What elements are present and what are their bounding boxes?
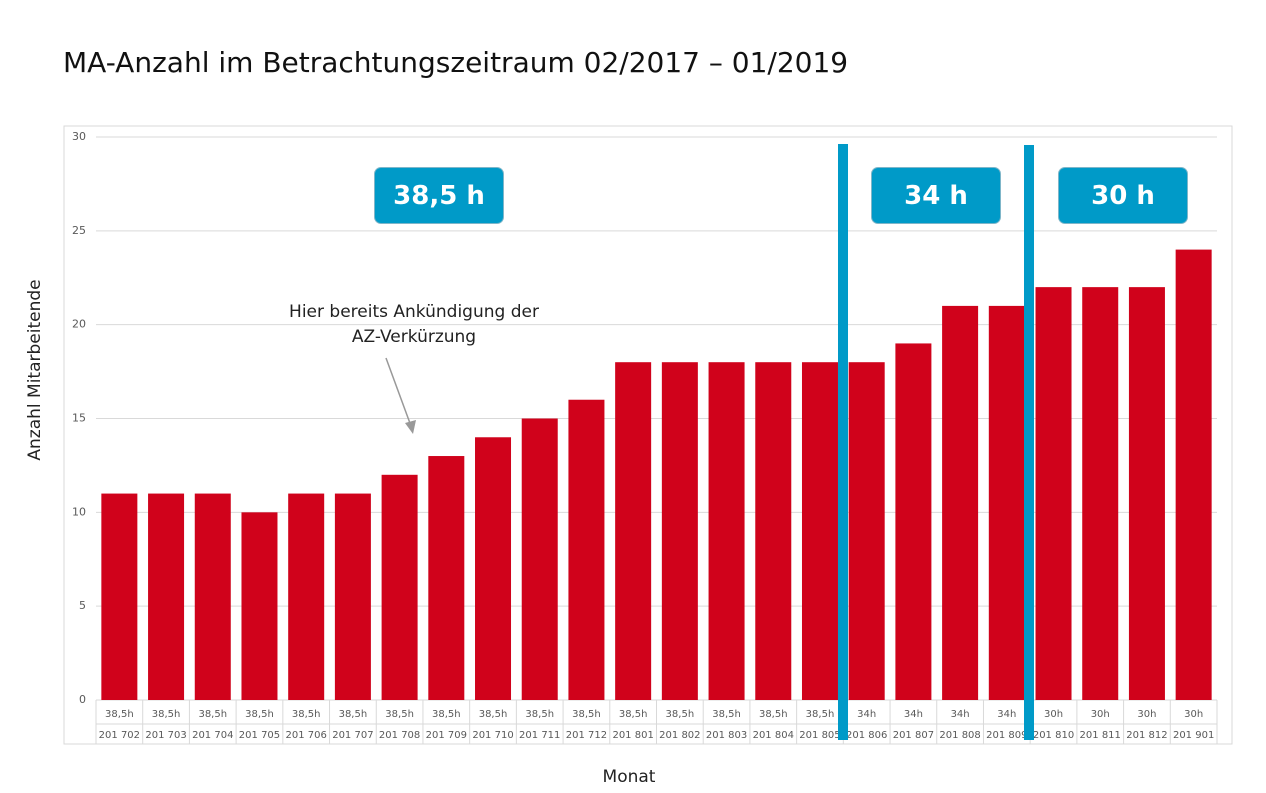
chart-title: MA-Anzahl im Betrachtungszeitraum 02/201… <box>63 46 849 79</box>
hours-label: 38,5h <box>152 709 181 720</box>
hours-label: 38,5h <box>572 709 601 720</box>
y-tick-label: 10 <box>72 505 86 518</box>
bar <box>1175 249 1212 700</box>
bar <box>241 512 278 700</box>
category-label: 201 805 <box>799 730 840 741</box>
period-divider-34h <box>838 144 848 740</box>
bar <box>801 362 838 700</box>
bar <box>1082 287 1119 700</box>
hours-label: 38,5h <box>292 709 321 720</box>
category-label: 201 711 <box>519 730 560 741</box>
bar <box>148 493 185 700</box>
x-axis-label: Monat <box>602 767 656 787</box>
hours-label: 34h <box>904 709 923 720</box>
category-label: 201 801 <box>612 730 653 741</box>
category-label: 201 812 <box>1126 730 1167 741</box>
bar <box>428 456 465 700</box>
hours-label: 34h <box>857 709 876 720</box>
bar <box>942 305 979 700</box>
category-label: 201 703 <box>145 730 186 741</box>
category-label: 201 901 <box>1173 730 1214 741</box>
y-tick-label: 5 <box>79 599 86 612</box>
bar <box>568 399 605 700</box>
y-tick-label: 25 <box>72 224 86 237</box>
hours-label: 38,5h <box>479 709 508 720</box>
hours-label: 38,5h <box>806 709 835 720</box>
period-divider-30h <box>1024 145 1034 740</box>
bar <box>381 474 418 700</box>
bar <box>334 493 371 700</box>
annotation-note: Hier bereits Ankündigung der AZ-Verkürzu… <box>289 300 539 350</box>
hours-labels: 38,5h 38,5h 38,5h 38,5h 38,5h 38,5h 38,5h 38,5h… <box>105 709 1203 720</box>
category-label: 201 707 <box>332 730 373 741</box>
hours-label: 38,5h <box>105 709 134 720</box>
hours-label: 30h <box>1137 709 1156 720</box>
bars <box>101 249 1212 700</box>
category-label: 201 803 <box>706 730 747 741</box>
bar <box>1035 287 1072 700</box>
category-label: 201 712 <box>566 730 607 741</box>
bar <box>615 362 652 700</box>
category-label: 201 709 <box>426 730 467 741</box>
hours-label: 38,5h <box>385 709 414 720</box>
hours-label: 34h <box>997 709 1016 720</box>
hours-label: 38,5h <box>759 709 788 720</box>
bar <box>521 418 558 700</box>
annotation-arrow <box>385 357 416 434</box>
y-axis-ticks: 0 5 10 15 20 25 30 <box>72 130 86 706</box>
bar <box>194 493 231 700</box>
category-label: 201 708 <box>379 730 420 741</box>
hours-label: 38,5h <box>432 709 461 720</box>
bar <box>895 343 932 700</box>
y-tick-label: 15 <box>72 412 86 425</box>
category-label: 201 809 <box>986 730 1027 741</box>
annotation-note-line-2: AZ-Verkürzung <box>351 327 477 347</box>
category-label: 201 702 <box>99 730 140 741</box>
period-box-34h: 34 h <box>871 167 1001 224</box>
bar <box>475 437 512 700</box>
hours-label: 38,5h <box>198 709 227 720</box>
hours-label: 38,5h <box>712 709 741 720</box>
hours-label: 34h <box>951 709 970 720</box>
category-label: 201 710 <box>472 730 513 741</box>
category-label: 201 705 <box>239 730 280 741</box>
hours-label: 38,5h <box>525 709 554 720</box>
bar <box>101 493 138 700</box>
bar <box>1128 287 1165 700</box>
category-label: 201 804 <box>753 730 794 741</box>
hours-label: 38,5h <box>619 709 648 720</box>
category-label: 201 810 <box>1033 730 1074 741</box>
bar <box>755 362 792 700</box>
period-box-38-5h: 38,5 h <box>374 167 504 224</box>
y-tick-label: 20 <box>72 318 86 331</box>
hours-label: 38,5h <box>245 709 274 720</box>
y-axis-label: Anzahl Mitarbeitende <box>25 279 45 461</box>
category-label: 201 806 <box>846 730 887 741</box>
period-box-30h: 30 h <box>1058 167 1188 224</box>
bar <box>288 493 325 700</box>
category-label: 201 802 <box>659 730 700 741</box>
y-tick-label: 0 <box>79 693 86 706</box>
category-label: 201 811 <box>1080 730 1121 741</box>
category-labels: 201 702 201 703 201 704 201 705 201 706 201 7… <box>99 730 1215 741</box>
bar <box>661 362 698 700</box>
category-label: 201 704 <box>192 730 233 741</box>
hours-label: 30h <box>1184 709 1203 720</box>
bar <box>988 305 1025 700</box>
annotation-note-line-1: Hier bereits Ankündigung der <box>289 302 539 322</box>
category-label: 201 808 <box>939 730 980 741</box>
category-label: 201 807 <box>893 730 934 741</box>
bar <box>848 362 885 700</box>
hours-label: 38,5h <box>339 709 368 720</box>
hours-label: 38,5h <box>666 709 695 720</box>
hours-label: 30h <box>1091 709 1110 720</box>
hours-label: 30h <box>1044 709 1063 720</box>
y-tick-label: 30 <box>72 130 86 143</box>
bar <box>708 362 745 700</box>
category-label: 201 706 <box>286 730 327 741</box>
